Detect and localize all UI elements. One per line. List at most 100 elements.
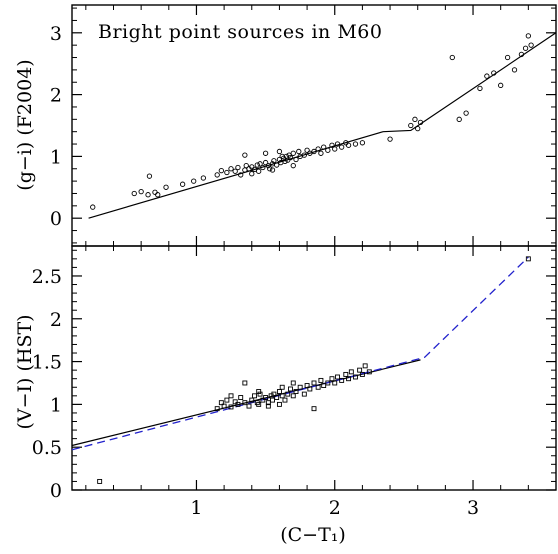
bottom-data-point xyxy=(252,393,257,399)
bottom-data-point xyxy=(256,401,262,407)
bottom-data-point xyxy=(221,403,227,409)
bottom-data-point xyxy=(315,384,321,390)
top-data-point xyxy=(334,141,341,147)
top-data-point xyxy=(352,141,359,147)
top-panel: Bright point sources in M60 (g−i) (F2004… xyxy=(14,4,557,247)
bottom-dashed-line xyxy=(71,256,529,451)
top-data-point xyxy=(131,190,137,197)
top-data-point xyxy=(267,166,273,172)
bottom-data-point xyxy=(256,389,262,394)
top-data-point xyxy=(296,148,302,155)
top-y-axis-label: (g−i) (F2004) xyxy=(14,59,36,190)
top-data-point xyxy=(251,166,258,173)
x-axis-label: (C−T₁) xyxy=(280,524,346,546)
bottom-data-point xyxy=(288,386,293,392)
bottom-data-point xyxy=(525,256,531,262)
top-y-tick-label: 0 xyxy=(50,208,62,230)
top-data-point xyxy=(262,159,269,166)
bottom-data-point xyxy=(276,389,282,394)
top-data-point xyxy=(155,192,161,198)
bottom-x-tick-label: 3 xyxy=(467,497,479,519)
bottom-data-point xyxy=(276,401,282,407)
bottom-data-point xyxy=(224,397,230,403)
top-data-point xyxy=(525,33,531,39)
top-data-point xyxy=(449,54,455,61)
top-data-point xyxy=(304,147,310,153)
bottom-data-point xyxy=(297,384,303,390)
top-data-point xyxy=(276,148,283,155)
bottom-y-tick-label: 0.5 xyxy=(32,437,62,459)
top-data-point xyxy=(257,161,263,167)
top-data-point xyxy=(359,140,366,146)
bottom-data-point xyxy=(279,393,285,399)
top-data-point xyxy=(412,116,418,122)
top-data-point xyxy=(191,178,197,184)
bottom-y-axis-label: (V−I) (HST) xyxy=(14,314,36,429)
top-data-point xyxy=(269,167,276,173)
chart-title: Bright point sources in M60 xyxy=(98,21,382,43)
top-data-point xyxy=(332,146,338,152)
bottom-data-point xyxy=(257,391,263,397)
bottom-panel: (V−I) (HST) (C−T₁) 1 2 3 0 0.5 1 1.5 2 2.5 xyxy=(14,245,557,546)
bottom-data-point xyxy=(301,391,307,397)
bottom-data-point xyxy=(228,393,234,399)
top-data-point xyxy=(522,45,529,51)
top-data-point xyxy=(484,73,490,79)
bottom-data-point xyxy=(290,380,296,386)
bottom-data-point xyxy=(263,395,269,400)
bottom-data-point xyxy=(285,391,291,397)
top-data-point xyxy=(265,163,272,169)
bottom-data-point xyxy=(332,380,338,386)
bottom-data-point xyxy=(357,367,363,373)
bottom-data-point xyxy=(329,376,335,382)
bottom-y-tick-label: 2.5 xyxy=(32,266,62,288)
top-data-point xyxy=(214,172,220,178)
top-data-point xyxy=(262,150,269,156)
bottom-data-point xyxy=(235,401,241,407)
bottom-data-point xyxy=(218,400,224,406)
bottom-data-point xyxy=(238,395,244,400)
bottom-data-point xyxy=(290,393,296,399)
top-y-tick-label: 1 xyxy=(50,146,62,168)
top-data-point xyxy=(224,169,230,176)
top-data-point xyxy=(307,150,313,156)
bottom-data-point xyxy=(325,380,331,386)
top-data-point xyxy=(200,175,207,181)
top-data-point xyxy=(301,152,307,158)
top-data-point xyxy=(456,116,462,122)
bottom-data-point xyxy=(249,397,255,403)
top-data-point xyxy=(345,142,352,148)
bottom-data-point xyxy=(293,389,299,394)
bottom-data-point xyxy=(359,371,365,377)
bottom-y-tick-label: 1 xyxy=(50,394,62,416)
top-data-point xyxy=(339,144,345,150)
top-data-point xyxy=(145,192,151,198)
bottom-data-point xyxy=(279,384,285,390)
bottom-data-point xyxy=(366,369,372,375)
top-data-point xyxy=(463,110,469,116)
bottom-data-point xyxy=(271,391,277,397)
bottom-y-tick-label: 0 xyxy=(50,480,62,502)
top-data-point xyxy=(315,146,321,152)
top-data-point xyxy=(282,158,288,164)
bottom-data-point xyxy=(304,383,310,389)
top-data-point xyxy=(232,168,238,174)
bottom-data-point xyxy=(339,377,345,383)
bottom-data-point xyxy=(335,374,340,380)
top-data-point xyxy=(274,162,280,168)
top-data-point xyxy=(138,188,144,195)
bottom-data-point xyxy=(228,404,234,410)
top-data-point xyxy=(290,150,296,156)
bottom-data-point xyxy=(232,399,238,405)
bottom-data-point xyxy=(346,376,352,382)
top-data-point xyxy=(325,147,331,153)
bottom-data-point xyxy=(348,369,354,375)
top-y-tick-label: 2 xyxy=(50,85,62,107)
top-data-point xyxy=(235,164,241,171)
top-data-point xyxy=(287,154,294,161)
top-data-point xyxy=(242,152,248,158)
top-data-point xyxy=(518,51,525,58)
bottom-data-point xyxy=(214,406,220,412)
top-data-point xyxy=(238,172,244,178)
bottom-y-tick-label: 1.5 xyxy=(32,352,62,374)
